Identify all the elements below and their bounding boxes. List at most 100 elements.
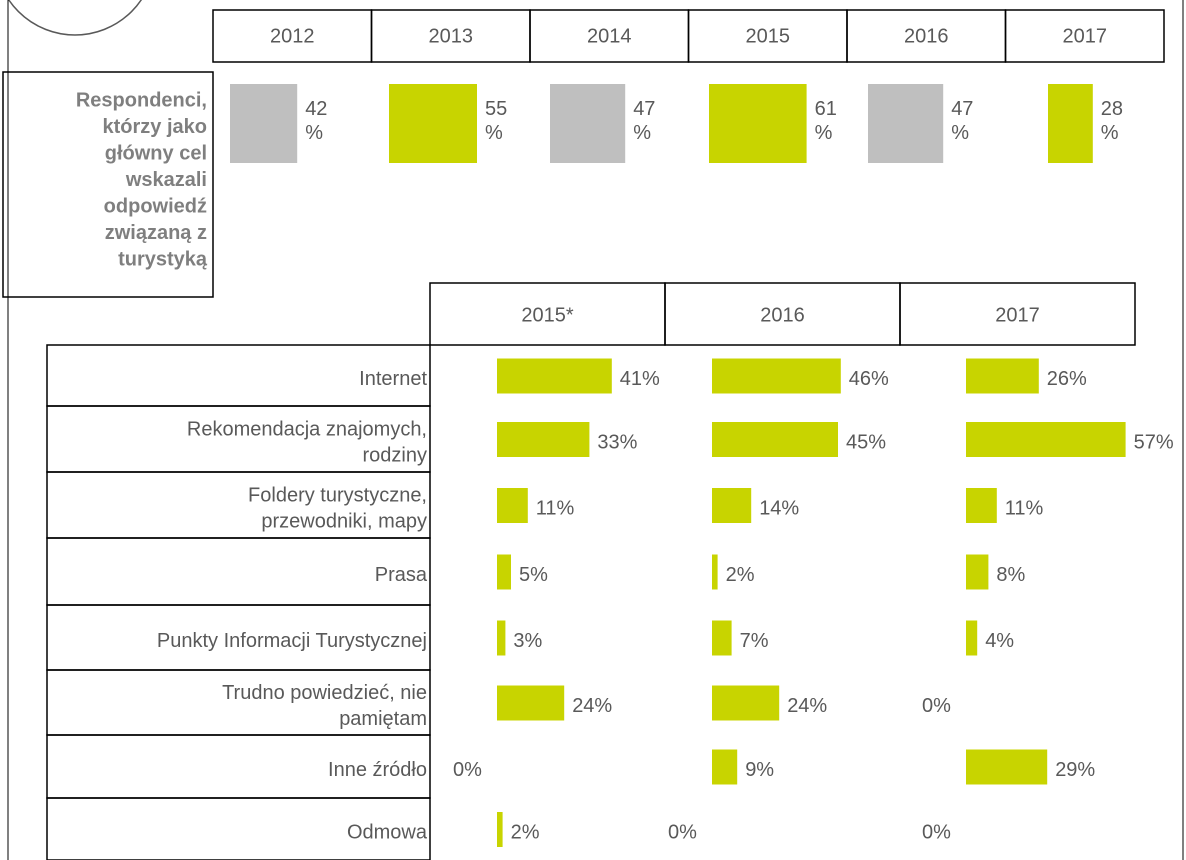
value-label: 4%	[985, 630, 1014, 652]
top-row-label: odpowiedź	[104, 195, 207, 217]
bar	[497, 812, 503, 847]
bar	[966, 749, 1048, 785]
value-label: 29%	[1055, 759, 1095, 781]
top-row-label: związaną z	[105, 222, 207, 244]
bar	[497, 358, 612, 394]
bar	[497, 685, 565, 721]
top-row-label: turystyką	[118, 248, 208, 270]
row-label: Rekomendacja znajomych,	[187, 418, 427, 440]
value-label-line: %	[815, 122, 833, 144]
bar	[712, 488, 752, 523]
year-header: 2012	[270, 25, 315, 47]
value-label-line: %	[951, 122, 969, 144]
bar	[966, 620, 978, 656]
row-label: Internet	[359, 368, 427, 390]
value-label: 46%	[849, 368, 889, 390]
value-label: 5%	[519, 564, 548, 586]
value-label-line: 28	[1101, 98, 1123, 120]
value-label: 24%	[787, 695, 827, 717]
top-row-label: Respondenci,	[76, 89, 207, 111]
value-label: 28%	[1101, 98, 1123, 144]
year-header: 2016	[760, 304, 805, 326]
value-label: 55%	[485, 98, 507, 144]
value-label: 14%	[759, 497, 799, 519]
value-label: 9%	[745, 759, 774, 781]
value-label: 0%	[453, 759, 482, 781]
bar	[389, 84, 477, 163]
value-label: 41%	[620, 368, 660, 390]
value-label: 47%	[951, 98, 973, 144]
row-label-cell	[46, 797, 431, 860]
row-label: Inne źródło	[328, 759, 427, 781]
bar	[868, 84, 944, 163]
bar	[966, 554, 989, 590]
row-label: Foldery turystyczne,	[248, 484, 427, 506]
value-label-line: 47	[951, 98, 973, 120]
value-label: 8%	[996, 564, 1025, 586]
year-header: 2014	[587, 25, 632, 47]
top-row-label: główny cel	[105, 142, 207, 164]
bar	[497, 488, 528, 523]
row-label: przewodniki, mapy	[261, 510, 427, 532]
year-header: 2016	[904, 25, 949, 47]
value-label: 0%	[668, 821, 697, 843]
bar	[550, 84, 626, 163]
year-header: 2013	[429, 25, 474, 47]
header-cell	[1004, 9, 1165, 63]
row-label: Odmowa	[347, 821, 428, 843]
year-header: 2015*	[521, 304, 573, 326]
top-row-label: wskazali	[125, 169, 207, 191]
bar	[712, 620, 732, 656]
row-label: Prasa	[375, 564, 428, 586]
value-label-line: %	[305, 122, 323, 144]
bar	[497, 554, 511, 590]
bar	[966, 422, 1126, 457]
value-label-line: 55	[485, 98, 507, 120]
value-label: 33%	[597, 431, 637, 453]
bar	[497, 620, 506, 656]
row-label: pamiętam	[339, 708, 427, 730]
row-label: Trudno powiedzieć, nie	[222, 682, 427, 704]
value-label: 2%	[511, 821, 540, 843]
bar	[966, 358, 1039, 394]
value-label: 24%	[572, 695, 612, 717]
value-label-line: 42	[305, 98, 327, 120]
row-label: Punkty Informacji Turystycznej	[157, 630, 427, 652]
top-row-label: którzy jako	[103, 116, 207, 138]
bar	[966, 488, 997, 523]
value-label: 0%	[922, 695, 951, 717]
bar	[712, 749, 738, 785]
bar	[230, 84, 298, 163]
value-label: 11%	[536, 497, 575, 519]
bar	[712, 685, 780, 721]
header-cell	[899, 282, 1136, 346]
bar	[712, 358, 841, 394]
value-label-line: %	[633, 122, 651, 144]
bar	[1048, 84, 1093, 163]
value-label: 47%	[633, 98, 655, 144]
value-label: 0%	[922, 821, 951, 843]
value-label-line: %	[485, 122, 503, 144]
circle-decor	[7, 0, 143, 36]
value-label: 7%	[740, 630, 769, 652]
bar	[712, 554, 718, 590]
value-label: 11%	[1005, 497, 1044, 519]
value-label: 2%	[726, 564, 755, 586]
value-label: 61%	[815, 98, 837, 144]
value-label: 3%	[513, 630, 542, 652]
value-label-line: %	[1101, 122, 1119, 144]
value-label: 45%	[846, 431, 886, 453]
year-header: 2015	[746, 25, 791, 47]
value-label: 57%	[1134, 431, 1174, 453]
year-header: 2017	[1063, 25, 1108, 47]
bar	[497, 422, 590, 457]
bar	[712, 422, 838, 457]
value-label-line: 47	[633, 98, 655, 120]
year-header: 2017	[995, 304, 1040, 326]
value-label-line: 61	[815, 98, 837, 120]
row-label: rodziny	[363, 444, 427, 466]
top-label-box	[2, 71, 214, 298]
value-label: 26%	[1047, 368, 1087, 390]
